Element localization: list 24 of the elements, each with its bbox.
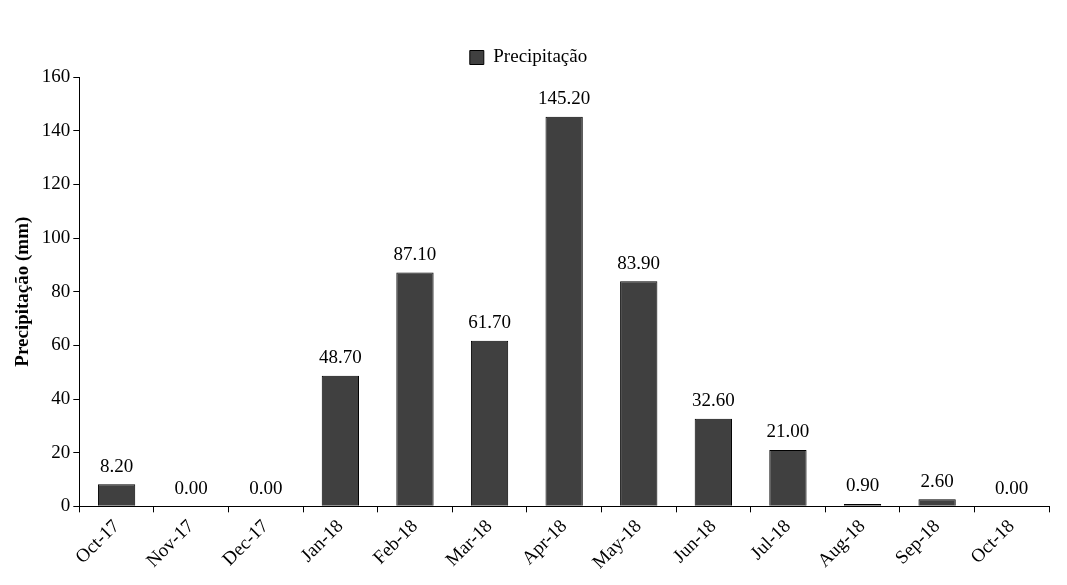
y-tick-label: 60 xyxy=(51,333,71,355)
data-label: 32.60 xyxy=(691,389,735,411)
legend-label: Precipitação xyxy=(493,45,588,67)
data-label: 0.00 xyxy=(174,476,208,498)
data-label: 48.70 xyxy=(319,346,362,368)
y-tick-label: 40 xyxy=(51,386,71,408)
data-label: 0.90 xyxy=(845,474,880,496)
y-tick-label: 20 xyxy=(51,440,71,462)
data-label: 87.10 xyxy=(393,243,437,265)
data-label: 61.70 xyxy=(468,311,511,333)
data-label: 0.00 xyxy=(249,476,283,498)
y-tick-label: 160 xyxy=(41,64,71,86)
data-label: 83.90 xyxy=(617,251,661,273)
data-label: 2.60 xyxy=(920,469,954,491)
y-axis-title: Precipitação (mm) xyxy=(11,216,34,367)
y-tick-label: 0 xyxy=(60,494,71,516)
data-label: 21.00 xyxy=(766,420,810,442)
data-label: 8.20 xyxy=(99,454,134,476)
y-tick-label: 140 xyxy=(41,118,71,140)
y-tick-label: 120 xyxy=(41,172,71,194)
y-tick-label: 80 xyxy=(51,279,71,301)
data-label: 0.00 xyxy=(995,476,1029,498)
data-label: 145.20 xyxy=(538,87,591,109)
y-tick-label: 100 xyxy=(41,225,71,247)
